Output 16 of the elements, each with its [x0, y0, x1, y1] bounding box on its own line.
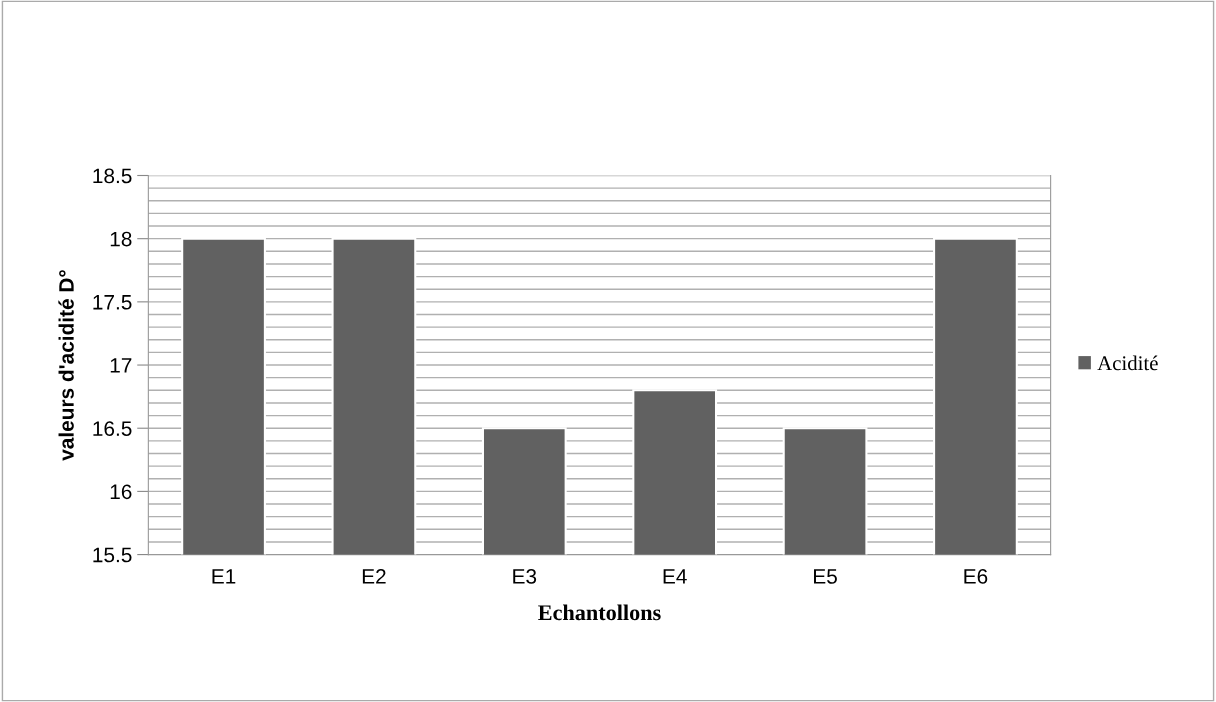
x-tick-label: E6	[964, 569, 988, 584]
x-tick-label: E5	[814, 569, 837, 584]
x-tick-label: E1	[212, 569, 236, 584]
y-tick-label: 17	[110, 358, 132, 373]
y-tick-label: 16.5	[93, 421, 132, 436]
x-tick-label: E4	[663, 569, 687, 584]
x-axis-title: Echantollons	[538, 604, 661, 621]
y-tick-label: 18.5	[93, 168, 132, 184]
y-tick-label: 15.5	[93, 547, 132, 563]
x-tick-label: E3	[513, 569, 537, 584]
x-tick-label: E2	[362, 569, 386, 584]
legend-label: Acidité	[1097, 355, 1158, 371]
y-tick-label: 18	[110, 231, 132, 247]
y-axis-title: valeurs d'acidité D°	[58, 270, 74, 461]
y-tick-label: 16	[110, 484, 132, 500]
y-tick-label: 17.5	[93, 295, 132, 310]
